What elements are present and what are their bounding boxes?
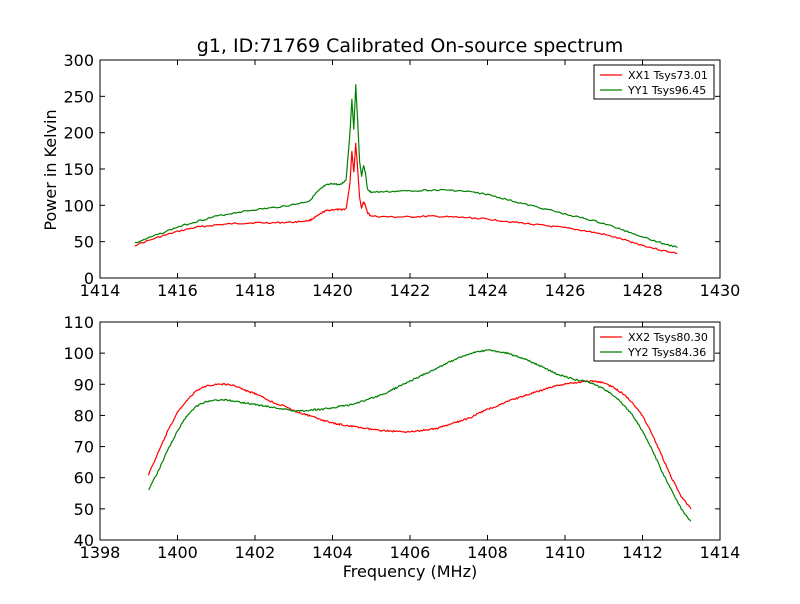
y-tick-label: 0 <box>84 269 94 288</box>
legend-1: XX1 Tsys73.01 YY1 Tsys96.45 <box>593 64 715 100</box>
y-tick-label: 90 <box>74 375 94 394</box>
legend-entry: XX2 Tsys80.30 <box>628 331 708 344</box>
y-tick-label: 60 <box>74 469 94 488</box>
series-line-1-2 <box>134 84 678 248</box>
x-tick-label: 1426 <box>545 281 586 300</box>
chart-title: g1, ID:71769 Calibrated On-source spectr… <box>197 35 623 57</box>
x-tick-label: 1416 <box>157 281 198 300</box>
x-tick-label: 1410 <box>545 543 586 562</box>
chart-panel-1: 1414 1416 1418 1420 1422 1424 1426 1428 1430 0 50 1… <box>63 51 740 300</box>
y-tick-label: 110 <box>63 313 94 332</box>
y-tick-label: 70 <box>74 438 94 457</box>
y-tick-label: 100 <box>63 196 94 215</box>
series-line-1-1 <box>134 142 678 254</box>
x-tick-label: 1400 <box>157 543 198 562</box>
x-tick-label: 1408 <box>467 543 508 562</box>
y-tick-label: 40 <box>74 531 94 550</box>
y-tick-label: 150 <box>63 160 94 179</box>
legend-entry: XX1 Tsys73.01 <box>628 69 708 82</box>
y-axis-title: Power in Kelvin <box>41 109 60 230</box>
y-tick-label: 80 <box>74 406 94 425</box>
y-tick-label: 250 <box>63 87 94 106</box>
x-tick-label: 1418 <box>235 281 276 300</box>
legend-entry: YY2 Tsys84.36 <box>627 346 706 359</box>
x-tick-label: 1412 <box>622 543 663 562</box>
x-tick-label: 1414 <box>700 543 741 562</box>
series-line-2-2 <box>148 349 692 522</box>
x-tick-label: 1428 <box>622 281 663 300</box>
chart-panels: 1414 1416 1418 1420 1422 1424 1426 1428 14300501… <box>63 51 740 562</box>
x-axis-title: Frequency (MHz) <box>343 562 477 581</box>
x-tick-label: 1420 <box>312 281 353 300</box>
x-tick-label: 1414 <box>80 281 121 300</box>
x-tick-label: 1402 <box>235 543 276 562</box>
legend-entry: YY1 Tsys96.45 <box>627 84 706 97</box>
x-tick-label: 1430 <box>700 281 741 300</box>
x-tick-label: 1404 <box>312 543 353 562</box>
series-line-2-1 <box>147 379 692 510</box>
legend-box <box>593 64 715 100</box>
y-tick-label: 50 <box>74 233 94 252</box>
chart-panel-2: 1398 1400 1402 1404 1406 1408 1410 1412 1414 40 50… <box>63 313 740 562</box>
y-tick-label: 300 <box>63 51 94 70</box>
x-tick-label: 1424 <box>467 281 508 300</box>
y-tick-label: 50 <box>74 500 94 519</box>
y-tick-label: 100 <box>63 344 94 363</box>
x-tick-label: 1422 <box>390 281 431 300</box>
legend-box <box>593 326 715 362</box>
y-tick-label: 200 <box>63 124 94 143</box>
x-tick-label: 1398 <box>80 543 121 562</box>
x-tick-label: 1406 <box>390 543 431 562</box>
legend-2: XX2 Tsys80.30 YY2 Tsys84.36 <box>593 326 715 362</box>
